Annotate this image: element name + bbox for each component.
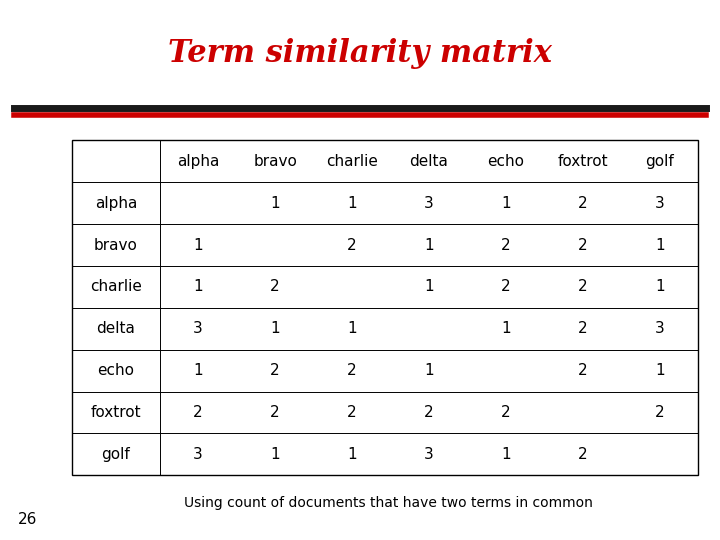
Text: golf: golf xyxy=(646,154,675,169)
Text: 1: 1 xyxy=(655,238,665,253)
Text: bravo: bravo xyxy=(94,238,138,253)
Text: 2: 2 xyxy=(578,447,588,462)
Text: 2: 2 xyxy=(270,363,280,378)
Text: 3: 3 xyxy=(193,321,203,336)
Text: 2: 2 xyxy=(578,321,588,336)
Text: 1: 1 xyxy=(501,321,510,336)
Text: 3: 3 xyxy=(424,447,434,462)
Text: 1: 1 xyxy=(424,238,434,253)
Text: 2: 2 xyxy=(270,405,280,420)
Text: 1: 1 xyxy=(501,447,510,462)
Text: 2: 2 xyxy=(501,238,510,253)
Text: 3: 3 xyxy=(655,321,665,336)
Text: 2: 2 xyxy=(501,405,510,420)
Text: 26: 26 xyxy=(18,511,37,526)
Text: echo: echo xyxy=(487,154,524,169)
Text: alpha: alpha xyxy=(177,154,220,169)
Text: 3: 3 xyxy=(655,195,665,211)
Text: 3: 3 xyxy=(193,447,203,462)
Text: Term similarity matrix: Term similarity matrix xyxy=(168,38,552,69)
Text: bravo: bravo xyxy=(253,154,297,169)
Text: charlie: charlie xyxy=(326,154,378,169)
Text: 1: 1 xyxy=(270,447,280,462)
Text: alpha: alpha xyxy=(94,195,137,211)
Text: 1: 1 xyxy=(424,363,434,378)
Text: 2: 2 xyxy=(194,405,203,420)
Text: golf: golf xyxy=(102,447,130,462)
Text: 1: 1 xyxy=(424,279,434,294)
Text: charlie: charlie xyxy=(90,279,142,294)
Text: 1: 1 xyxy=(655,279,665,294)
Text: 1: 1 xyxy=(347,447,357,462)
Text: 2: 2 xyxy=(347,363,357,378)
Text: 2: 2 xyxy=(347,238,357,253)
Text: 1: 1 xyxy=(270,321,280,336)
Text: foxtrot: foxtrot xyxy=(91,405,141,420)
Text: 2: 2 xyxy=(578,279,588,294)
Text: 1: 1 xyxy=(194,238,203,253)
Text: 1: 1 xyxy=(347,195,357,211)
Text: 1: 1 xyxy=(194,279,203,294)
Text: echo: echo xyxy=(97,363,135,378)
Text: 2: 2 xyxy=(424,405,434,420)
Text: 2: 2 xyxy=(270,279,280,294)
Text: 1: 1 xyxy=(501,195,510,211)
Text: 2: 2 xyxy=(578,238,588,253)
Text: 1: 1 xyxy=(655,363,665,378)
Text: foxtrot: foxtrot xyxy=(558,154,608,169)
Text: 3: 3 xyxy=(424,195,434,211)
Text: 2: 2 xyxy=(501,279,510,294)
Text: 1: 1 xyxy=(270,195,280,211)
Text: Using count of documents that have two terms in common: Using count of documents that have two t… xyxy=(184,496,593,510)
Text: 2: 2 xyxy=(578,363,588,378)
Text: 2: 2 xyxy=(578,195,588,211)
Text: 1: 1 xyxy=(194,363,203,378)
Text: 1: 1 xyxy=(347,321,357,336)
Text: delta: delta xyxy=(96,321,135,336)
Text: delta: delta xyxy=(410,154,449,169)
Text: 2: 2 xyxy=(347,405,357,420)
Text: 2: 2 xyxy=(655,405,665,420)
